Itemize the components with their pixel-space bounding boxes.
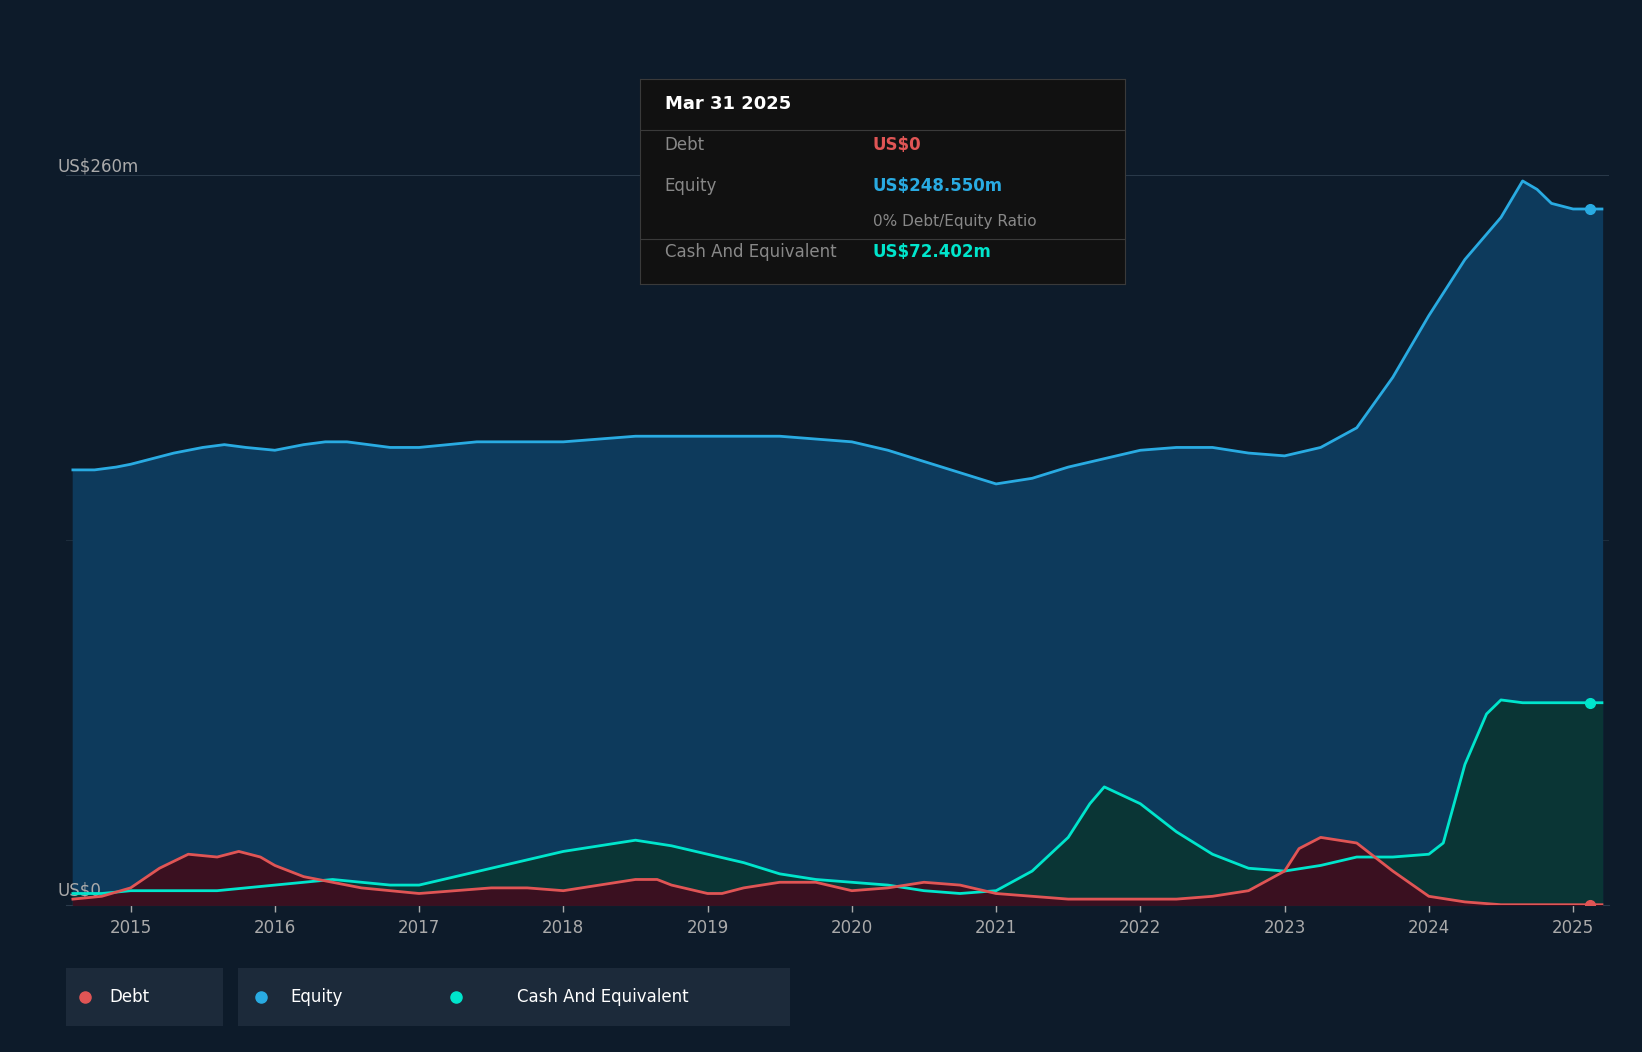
Text: Cash And Equivalent: Cash And Equivalent (517, 988, 688, 1006)
Text: US$248.550m: US$248.550m (874, 178, 1003, 196)
Text: 0% Debt/Equity Ratio: 0% Debt/Equity Ratio (874, 215, 1036, 229)
Text: Debt: Debt (110, 988, 149, 1006)
Text: US$0: US$0 (57, 882, 102, 899)
Text: Mar 31 2025: Mar 31 2025 (665, 96, 791, 114)
Text: US$0: US$0 (874, 137, 921, 155)
Text: Equity: Equity (665, 178, 718, 196)
Text: Equity: Equity (291, 988, 343, 1006)
Text: US$260m: US$260m (57, 158, 140, 176)
Text: Debt: Debt (665, 137, 704, 155)
Text: US$72.402m: US$72.402m (874, 243, 992, 261)
Text: Cash And Equivalent: Cash And Equivalent (665, 243, 836, 261)
